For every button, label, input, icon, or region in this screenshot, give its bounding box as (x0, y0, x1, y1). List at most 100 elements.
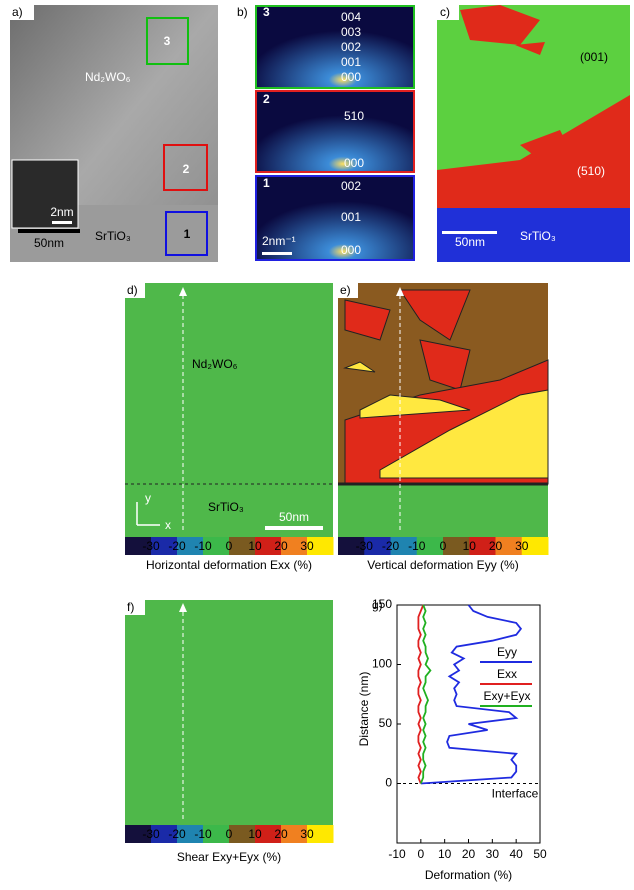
panel-e: e) Vertical deformation Eyy (%) (338, 283, 549, 572)
region-label: (001) (580, 50, 608, 64)
colorbar-label: -10 (194, 827, 212, 841)
colorbar-label: -20 (382, 539, 400, 553)
colorbar: -30 -20 -10 0 10 20 30 (125, 537, 334, 555)
x-tick-label: 30 (486, 847, 500, 861)
colorbar-segment (338, 537, 365, 555)
spot-label: 000 (341, 243, 361, 257)
y-axis-label: Distance (nm) (357, 672, 371, 747)
x-tick-label: 20 (462, 847, 476, 861)
panel-d: Nd₂WO₆ SrTiO₃ 50nm y x d) Horizontal def… (125, 283, 333, 572)
inset (11, 159, 79, 229)
colorbar-segment (177, 825, 204, 843)
box-label: 3 (164, 34, 171, 48)
material-label: SrTiO₃ (520, 229, 556, 243)
substrate-region (437, 208, 630, 262)
y-tick-label: 50 (379, 716, 393, 730)
colorbar-label: 30 (515, 539, 529, 553)
material-label: SrTiO₃ (208, 500, 244, 514)
scale-bar (442, 231, 497, 234)
colorbar-segment (307, 537, 334, 555)
x-tick-label: 0 (417, 847, 424, 861)
box-1 (165, 211, 208, 256)
colorbar-segment (364, 537, 391, 555)
y-tick-label: 150 (372, 597, 392, 611)
fft-1 (255, 175, 415, 261)
arrow-head (179, 287, 187, 296)
scale-bar (262, 252, 292, 255)
colorbar-segment (177, 537, 204, 555)
colorbar-segment (521, 537, 549, 555)
fft-number: 2 (263, 92, 270, 106)
colorbar-label: -10 (194, 539, 212, 553)
colorbar: -30 -20 -10 0 10 20 30 (125, 825, 334, 843)
x-tick-label: 40 (509, 847, 523, 861)
panel-f: f) Shear Exy+Eyx (%) (125, 600, 333, 864)
panel-label: g) (372, 598, 383, 612)
axis-label: y (145, 491, 151, 505)
colorbar-label: -20 (168, 827, 186, 841)
x-tick-label: -10 (388, 847, 406, 861)
colorbar-segment (255, 825, 282, 843)
box-label: 1 (184, 227, 191, 241)
data-line (419, 604, 432, 784)
caption: Horizontal deformation Exx (%) (146, 558, 312, 572)
caption: Vertical deformation Eyy (%) (367, 558, 518, 572)
strain-map (125, 600, 333, 825)
colorbar-label: 0 (226, 827, 233, 841)
box-3 (146, 17, 189, 65)
region-label: (510) (577, 164, 605, 178)
label-bg (338, 283, 358, 298)
colorbar-segment (229, 537, 256, 555)
y-tick-label: 0 (385, 776, 392, 790)
panel-g: g) -10 0 10 20 30 40 50 0 50 100 150 Interface Defor… (357, 597, 547, 882)
arrow-head (179, 603, 187, 612)
box-label: 2 (183, 162, 190, 176)
colorbar-label: -30 (142, 539, 160, 553)
colorbar-label: -30 (356, 539, 374, 553)
fft-number: 3 (263, 5, 270, 19)
scale-bar (52, 221, 72, 224)
colorbar-label: 10 (463, 539, 477, 553)
arrow-head (396, 287, 404, 296)
panel-a: 3 2 1 Nd₂WO₆ SrTiO₃ 2nm 50nm a) (10, 5, 218, 262)
panel-label: c) (440, 5, 450, 19)
spot-label: 000 (341, 70, 361, 84)
label-bg (10, 5, 34, 20)
colorbar-segment (203, 537, 230, 555)
colorbar-segment (229, 825, 256, 843)
panel-label: d) (127, 283, 138, 297)
scale-bar (18, 229, 80, 233)
scale-label: 50nm (455, 235, 485, 249)
x-axis-label: Deformation (%) (425, 868, 512, 882)
material-label: SrTiO₃ (95, 229, 131, 243)
colorbar-label: 20 (274, 539, 288, 553)
colorbar-segment (203, 825, 230, 843)
colorbar-segment (255, 537, 282, 555)
colorbar-label: 20 (274, 827, 288, 841)
spot-label: 510 (344, 109, 364, 123)
box-2 (163, 144, 208, 191)
colorbar-segment (495, 537, 523, 555)
label-bg (437, 5, 459, 20)
colorbar-label: -10 (408, 539, 426, 553)
colorbar-segment (416, 537, 444, 555)
spot-label: 001 (341, 55, 361, 69)
axes-arrows (136, 502, 160, 526)
region-510 (437, 95, 630, 208)
data-line (420, 604, 523, 785)
colorbar-label: 10 (248, 539, 262, 553)
fft-number: 1 (263, 176, 270, 190)
spot-label: 002 (341, 40, 361, 54)
fft-2 (255, 90, 415, 173)
colorbar-segment (390, 537, 418, 555)
panel-label: e) (340, 283, 351, 297)
region-510 (460, 5, 570, 160)
colorbar-segment (469, 537, 496, 555)
colorbar-segment (281, 825, 308, 843)
legend-label: Exy+Eyx (483, 689, 530, 703)
colorbar-label: 30 (300, 827, 314, 841)
fft-3 (255, 5, 415, 89)
legend-label: Exx (497, 667, 517, 681)
colorbar-label: 0 (440, 539, 447, 553)
